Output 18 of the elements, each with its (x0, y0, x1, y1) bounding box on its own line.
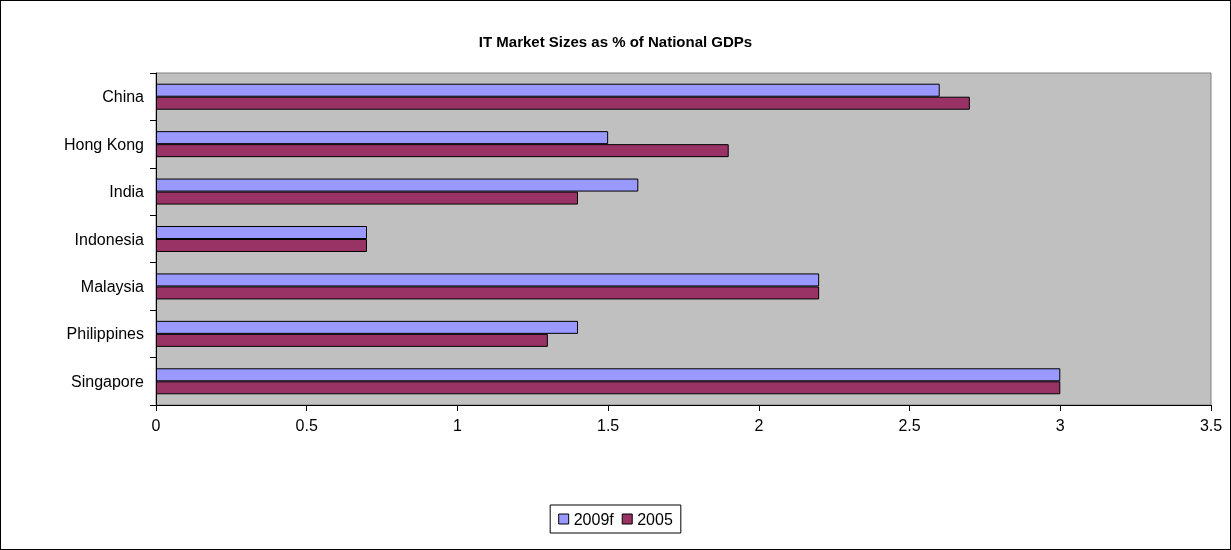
x-tick-label: 3.5 (1199, 416, 1223, 434)
x-tick-label: 1 (452, 416, 462, 434)
y-tick-label: Hong Kong (63, 135, 144, 153)
y-tick-label: Philippines (66, 325, 144, 343)
y-tick-label: Singapore (71, 372, 145, 390)
legend-label: 2005 (637, 510, 673, 528)
x-tick-label: 3 (1055, 416, 1065, 434)
y-tick-label: China (102, 88, 145, 106)
y-tick-label: India (109, 183, 145, 201)
y-tick-label: Indonesia (74, 230, 145, 248)
x-tick-label: 0.5 (295, 416, 318, 434)
x-tick-label: 1.5 (597, 416, 620, 434)
y-tick-label: Malaysia (80, 277, 145, 295)
x-tick-label: 2 (754, 416, 764, 434)
x-tick-label: 0 (151, 416, 161, 434)
legend-label: 2009f (573, 510, 615, 528)
chart-title: IT Market Sizes as % of National GDPs (478, 33, 753, 50)
x-tick-label: 2.5 (898, 416, 921, 434)
